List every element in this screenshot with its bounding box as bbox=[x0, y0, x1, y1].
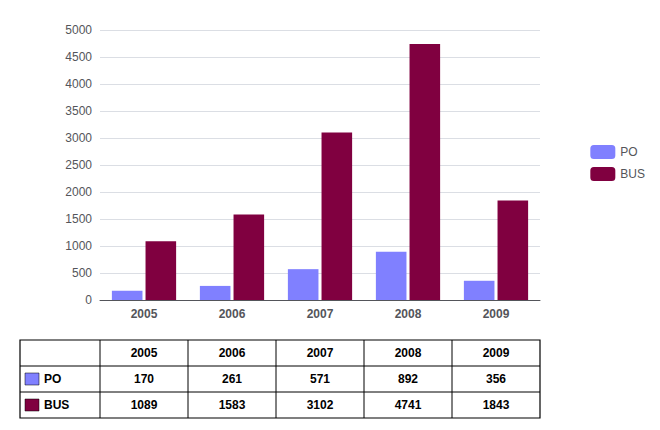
svg-text:PO: PO bbox=[44, 372, 61, 386]
svg-text:3000: 3000 bbox=[65, 131, 92, 145]
svg-text:2000: 2000 bbox=[65, 185, 92, 199]
svg-text:2006: 2006 bbox=[219, 307, 246, 321]
svg-text:0: 0 bbox=[85, 293, 92, 307]
svg-text:1583: 1583 bbox=[219, 398, 246, 412]
svg-text:4500: 4500 bbox=[65, 50, 92, 64]
svg-text:500: 500 bbox=[72, 266, 92, 280]
svg-text:BUS: BUS bbox=[44, 398, 69, 412]
svg-text:170: 170 bbox=[134, 372, 154, 386]
svg-text:4000: 4000 bbox=[65, 77, 92, 91]
svg-text:2007: 2007 bbox=[307, 346, 334, 360]
svg-text:4741: 4741 bbox=[395, 398, 422, 412]
svg-text:2009: 2009 bbox=[483, 307, 510, 321]
svg-text:571: 571 bbox=[310, 372, 330, 386]
svg-text:3500: 3500 bbox=[65, 104, 92, 118]
svg-text:892: 892 bbox=[398, 372, 418, 386]
svg-text:1843: 1843 bbox=[483, 398, 510, 412]
svg-text:5000: 5000 bbox=[65, 23, 92, 37]
svg-text:3102: 3102 bbox=[307, 398, 334, 412]
svg-text:1500: 1500 bbox=[65, 212, 92, 226]
svg-text:2006: 2006 bbox=[219, 346, 246, 360]
svg-text:2009: 2009 bbox=[483, 346, 510, 360]
svg-text:1000: 1000 bbox=[65, 239, 92, 253]
svg-text:2500: 2500 bbox=[65, 158, 92, 172]
svg-text:BUS: BUS bbox=[620, 167, 645, 181]
svg-text:2008: 2008 bbox=[395, 346, 422, 360]
svg-text:356: 356 bbox=[486, 372, 506, 386]
svg-text:2007: 2007 bbox=[307, 307, 334, 321]
svg-text:1089: 1089 bbox=[131, 398, 158, 412]
svg-text:2005: 2005 bbox=[131, 346, 158, 360]
svg-text:PO: PO bbox=[620, 145, 637, 159]
svg-text:261: 261 bbox=[222, 372, 242, 386]
svg-text:2005: 2005 bbox=[131, 307, 158, 321]
svg-text:2008: 2008 bbox=[395, 307, 422, 321]
